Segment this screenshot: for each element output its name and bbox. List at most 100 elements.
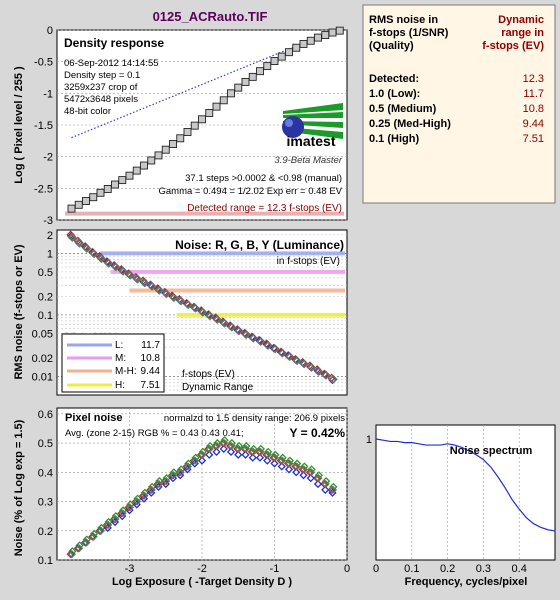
pixel-point-g bbox=[314, 471, 323, 480]
noise-point-y bbox=[241, 330, 251, 339]
results-row-value: 7.51 bbox=[523, 133, 544, 145]
pixel-point-b bbox=[255, 453, 265, 462]
noise-point-y bbox=[270, 344, 280, 354]
density-point bbox=[219, 96, 228, 105]
density-point bbox=[67, 204, 76, 213]
noise-point-y bbox=[227, 322, 236, 332]
results-table-bg bbox=[362, 4, 556, 204]
noise-point-y bbox=[292, 356, 302, 365]
density-y-tick-label: -1.5 bbox=[34, 120, 53, 132]
noise-point-y bbox=[248, 333, 258, 343]
spectrum-plot-area bbox=[375, 424, 556, 561]
pixel-point-y bbox=[299, 465, 309, 474]
pixel-x-tick-label: -2 bbox=[197, 563, 207, 575]
density-point bbox=[111, 180, 119, 189]
pixel-point-y bbox=[147, 485, 156, 494]
density-point bbox=[190, 121, 199, 130]
density-point bbox=[277, 52, 286, 61]
noise-note: f-stops (EV) bbox=[182, 369, 235, 380]
density-y-tick-label: -2.5 bbox=[34, 183, 53, 195]
pixel-point-g bbox=[293, 459, 302, 468]
pixel-x-tick-label: -3 bbox=[125, 563, 135, 575]
stats-line-0: 37.1 steps >0.0002 & <0.98 (manual) bbox=[185, 173, 342, 184]
pixel-point-g bbox=[198, 447, 207, 456]
noise-y-tick-label: 0.1 bbox=[38, 310, 53, 322]
results-header-left-1: f-stops (1/SNR) bbox=[369, 27, 449, 39]
pixel-point-b bbox=[205, 450, 214, 459]
noise-point-y bbox=[111, 262, 120, 271]
pixel-avg: Avg. (zone 2-15) RGB % = 0.43 0.43 0.41; bbox=[65, 428, 244, 439]
pixel-point-y bbox=[278, 456, 287, 465]
pixel-point-y bbox=[256, 447, 265, 456]
density-point bbox=[140, 161, 148, 170]
results-row-value: 9.44 bbox=[523, 118, 544, 130]
pixel-y-tick-label: 0.4 bbox=[38, 467, 53, 479]
pixel-point-y bbox=[220, 438, 229, 448]
spectrum-x-ticks: 0 0.1 0.2 0.3 0.4 bbox=[373, 563, 527, 575]
pixel-marks bbox=[66, 436, 338, 559]
pixel-point-r bbox=[153, 479, 162, 489]
density-point bbox=[183, 128, 192, 136]
pixel-y-tick-label: 0.5 bbox=[38, 438, 53, 450]
pixel-point-g bbox=[213, 438, 222, 448]
noise-point-y bbox=[205, 311, 215, 321]
imatest-logo-text: imatest bbox=[286, 133, 335, 149]
noise-point-y bbox=[190, 303, 200, 313]
results-row-label: 1.0 (Low): bbox=[369, 88, 420, 100]
density-y-tick-label: -2 bbox=[43, 152, 53, 164]
noise-y-tick-label: 0.5 bbox=[38, 267, 53, 279]
pixel-point-r bbox=[146, 485, 155, 494]
density-marks bbox=[65, 26, 344, 216]
density-point bbox=[335, 26, 344, 35]
results-header-left-0: RMS noise in bbox=[369, 14, 438, 26]
version-text: 3.9-Beta Master bbox=[274, 155, 342, 166]
spectrum-panel: 0 0.1 0.2 0.3 0.4 1 Noise spectrum Frequency… bbox=[366, 424, 556, 588]
pixel-y-tick-label: 0.3 bbox=[38, 497, 53, 509]
density-point bbox=[227, 89, 235, 98]
results-row-label: Detected: bbox=[369, 73, 419, 85]
pixel-point-b bbox=[197, 456, 207, 465]
density-panel: 0 -0.5 -1 -1.5 -2 -2.5 -3 Density response 06-… bbox=[13, 25, 348, 227]
spectrum-x-tick-label: 0.4 bbox=[512, 563, 527, 575]
pixel-point-y bbox=[169, 471, 178, 480]
density-point bbox=[89, 193, 98, 202]
pixel-point-b bbox=[321, 485, 330, 494]
noise-point-y bbox=[147, 281, 157, 291]
density-info-4: 48-bit color bbox=[64, 106, 111, 117]
pixel-y-pct: Y = 0.42% bbox=[290, 426, 346, 440]
pixel-point-y bbox=[133, 497, 142, 506]
pixel-point-y bbox=[328, 485, 338, 494]
spectrum-x-tick-label: 0 bbox=[373, 563, 379, 575]
noise-point-y bbox=[169, 292, 178, 302]
density-ylabel: Log ( Pixel level / 255 ) bbox=[13, 66, 25, 184]
pixel-point-y bbox=[285, 459, 294, 468]
pixel-point-r bbox=[131, 497, 140, 506]
results-row-label: 0.5 (Medium) bbox=[369, 103, 437, 115]
pixel-point-r bbox=[189, 456, 198, 465]
noise-point-y bbox=[89, 249, 99, 258]
pixel-point-b bbox=[219, 444, 228, 454]
spectrum-x-tick-label: 0.2 bbox=[440, 563, 455, 575]
imatest-logo: imatest bbox=[282, 103, 343, 149]
density-point bbox=[328, 28, 337, 37]
pixel-point-y bbox=[227, 441, 236, 451]
density-point bbox=[154, 151, 163, 160]
noise-point-y bbox=[161, 289, 171, 298]
stats-line-1: Gamma = 0.494 = 1/2.02 Exp err = 0.48 EV bbox=[158, 186, 342, 197]
pixel-point-b bbox=[263, 456, 272, 465]
pixel-point-r bbox=[124, 503, 133, 512]
pixel-point-g bbox=[322, 476, 331, 486]
pixel-point-g bbox=[235, 441, 244, 451]
density-point bbox=[256, 67, 264, 76]
pixel-point-b bbox=[270, 459, 279, 468]
density-point bbox=[125, 171, 134, 180]
legend-value: 10.8 bbox=[141, 353, 161, 364]
pixel-point-g bbox=[75, 541, 84, 550]
legend-value: 11.7 bbox=[141, 340, 160, 351]
pixel-point-r bbox=[139, 491, 148, 500]
pixel-point-b bbox=[292, 468, 301, 477]
noise-point-y bbox=[314, 367, 323, 376]
noise-y-tick-label: 0.2 bbox=[38, 291, 53, 303]
density-point bbox=[248, 72, 257, 81]
density-point bbox=[263, 62, 272, 71]
